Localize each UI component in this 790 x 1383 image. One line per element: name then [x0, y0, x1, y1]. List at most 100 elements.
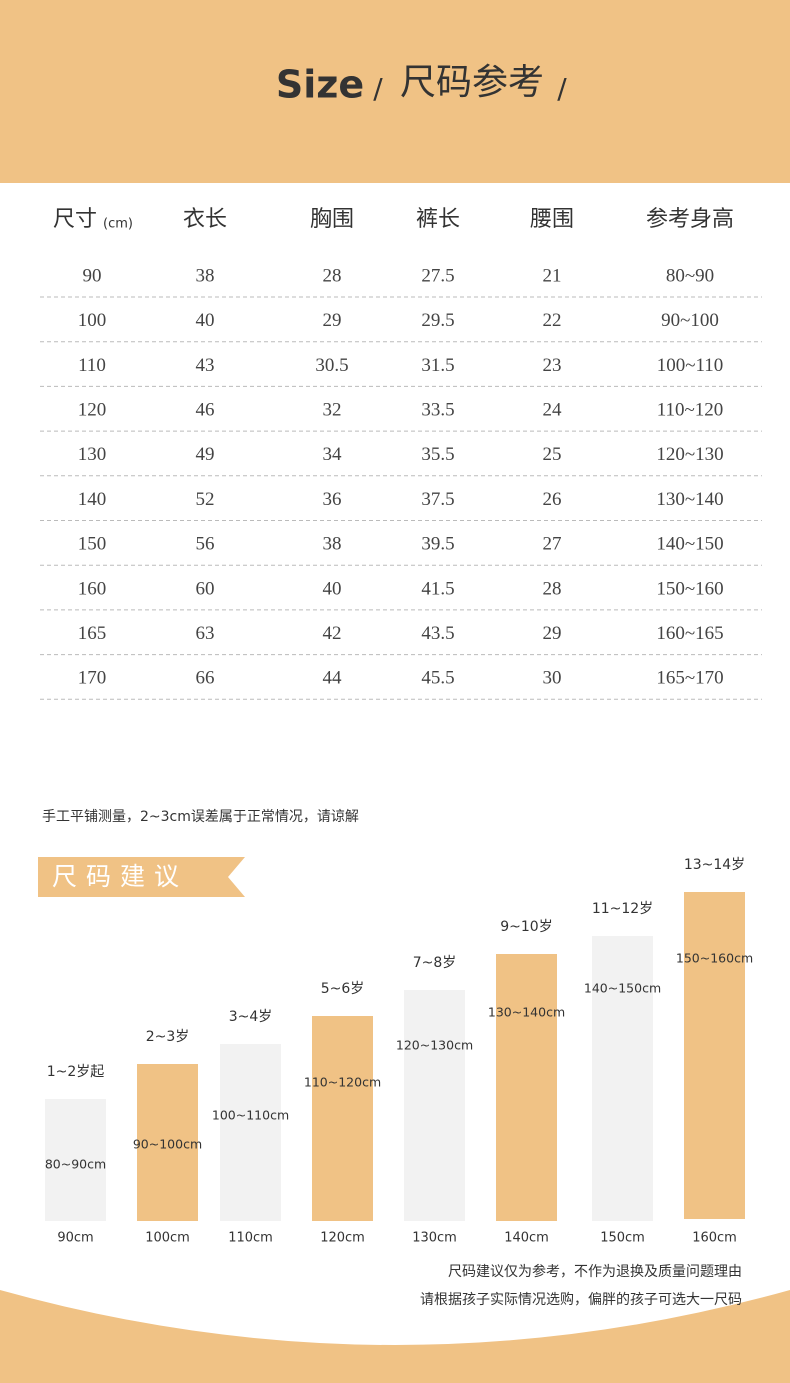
cell: 120~130	[656, 444, 723, 465]
cell: 21	[543, 265, 562, 286]
range-label: 150~160cm	[676, 951, 753, 966]
size-label: 160cm	[692, 1231, 737, 1246]
cell: 28	[323, 265, 342, 286]
range-label: 110~120cm	[304, 1075, 381, 1090]
size-label: 130cm	[412, 1231, 457, 1246]
age-label: 13~14岁	[684, 857, 745, 873]
cell: 29	[543, 623, 562, 644]
title-cn: 尺码参考	[400, 62, 544, 103]
cell: 29	[323, 310, 342, 331]
cell: 140~150	[656, 534, 723, 555]
cell: 52	[196, 489, 215, 510]
section-ribbon	[38, 857, 245, 897]
cell: 66	[196, 668, 215, 689]
age-label: 11~12岁	[592, 901, 653, 917]
size-bar	[312, 1016, 373, 1221]
cell: 32	[323, 399, 342, 420]
cell: 24	[543, 399, 563, 420]
cell: 110	[78, 355, 106, 376]
age-label: 9~10岁	[500, 919, 552, 935]
cell: 34	[323, 444, 343, 465]
footer-curve	[0, 1290, 790, 1383]
cell: 100~110	[657, 355, 724, 376]
cell: 160~165	[656, 623, 723, 644]
footer-line: 尺码建议仅为参考，不作为退换及质量问题理由	[448, 1263, 742, 1280]
size-label: 150cm	[600, 1231, 645, 1246]
cell: 160	[78, 578, 107, 599]
size-bar	[496, 954, 557, 1221]
slash: /	[373, 72, 383, 105]
range-label: 120~130cm	[396, 1038, 473, 1053]
cell: 33.5	[421, 399, 454, 420]
cell: 30	[543, 668, 562, 689]
cell: 26	[543, 489, 562, 510]
cell: 43.5	[421, 623, 454, 644]
cell: 60	[196, 578, 215, 599]
cell: 90	[83, 265, 102, 286]
slash: /	[557, 72, 567, 105]
cell: 38	[323, 534, 342, 555]
cell: 29.5	[421, 310, 454, 331]
cell: 36	[323, 489, 342, 510]
cell: 130	[78, 444, 107, 465]
cell: 25	[543, 444, 562, 465]
cell: 44	[323, 668, 343, 689]
age-label: 1~2岁起	[47, 1064, 105, 1080]
cell: 37.5	[421, 489, 454, 510]
range-label: 140~150cm	[584, 981, 661, 996]
cell: 30.5	[315, 355, 348, 376]
cell: 28	[543, 578, 562, 599]
cell: 130~140	[656, 489, 723, 510]
age-label: 7~8岁	[413, 955, 457, 971]
range-label: 100~110cm	[212, 1108, 289, 1123]
cell: 56	[196, 534, 215, 555]
cell: 170	[78, 668, 107, 689]
age-label: 2~3岁	[146, 1029, 190, 1045]
cell: 165~170	[656, 668, 723, 689]
cell: 100	[78, 310, 107, 331]
size-bar	[45, 1099, 106, 1221]
size-bar	[220, 1044, 281, 1221]
age-label: 3~4岁	[229, 1009, 273, 1025]
cell: 43	[196, 355, 215, 376]
size-bar	[137, 1064, 198, 1221]
column-header: 参考身高	[646, 207, 734, 232]
cell: 22	[543, 310, 562, 331]
cell: 41.5	[421, 578, 454, 599]
cell: 45.5	[421, 668, 454, 689]
cell: 35.5	[421, 444, 454, 465]
footer-line: 请根据孩子实际情况选购，偏胖的孩子可选大一尺码	[420, 1292, 742, 1308]
column-header: 胸围	[310, 207, 354, 232]
cell: 46	[196, 399, 215, 420]
size-label: 120cm	[320, 1231, 365, 1246]
cell: 150~160	[656, 578, 723, 599]
cell: 42	[323, 623, 342, 644]
column-header: 衣长	[183, 207, 227, 232]
cell: 63	[196, 623, 215, 644]
size-bar	[684, 892, 745, 1219]
size-label: 100cm	[145, 1231, 190, 1246]
size-label: 110cm	[228, 1231, 273, 1246]
title-en: Size	[276, 63, 364, 107]
cell: 27.5	[421, 265, 454, 286]
note: 手工平铺测量，2~3cm误差属于正常情况，请谅解	[42, 809, 359, 825]
unit: (cm)	[103, 217, 133, 232]
cell: 140	[78, 489, 107, 510]
size-bar	[592, 936, 653, 1221]
cell: 40	[323, 578, 342, 599]
header-band	[0, 0, 790, 183]
size-label: 90cm	[57, 1231, 93, 1246]
cell: 39.5	[421, 534, 454, 555]
cell: 31.5	[421, 355, 454, 376]
age-label: 5~6岁	[321, 981, 365, 997]
cell: 27	[543, 534, 562, 555]
cell: 40	[196, 310, 215, 331]
cell: 23	[543, 355, 562, 376]
cell: 165	[78, 623, 107, 644]
column-header: 腰围	[530, 207, 574, 232]
cell: 110~120	[657, 399, 724, 420]
range-label: 80~90cm	[45, 1157, 106, 1172]
column-header: 裤长	[416, 207, 460, 232]
range-label: 90~100cm	[133, 1137, 202, 1152]
